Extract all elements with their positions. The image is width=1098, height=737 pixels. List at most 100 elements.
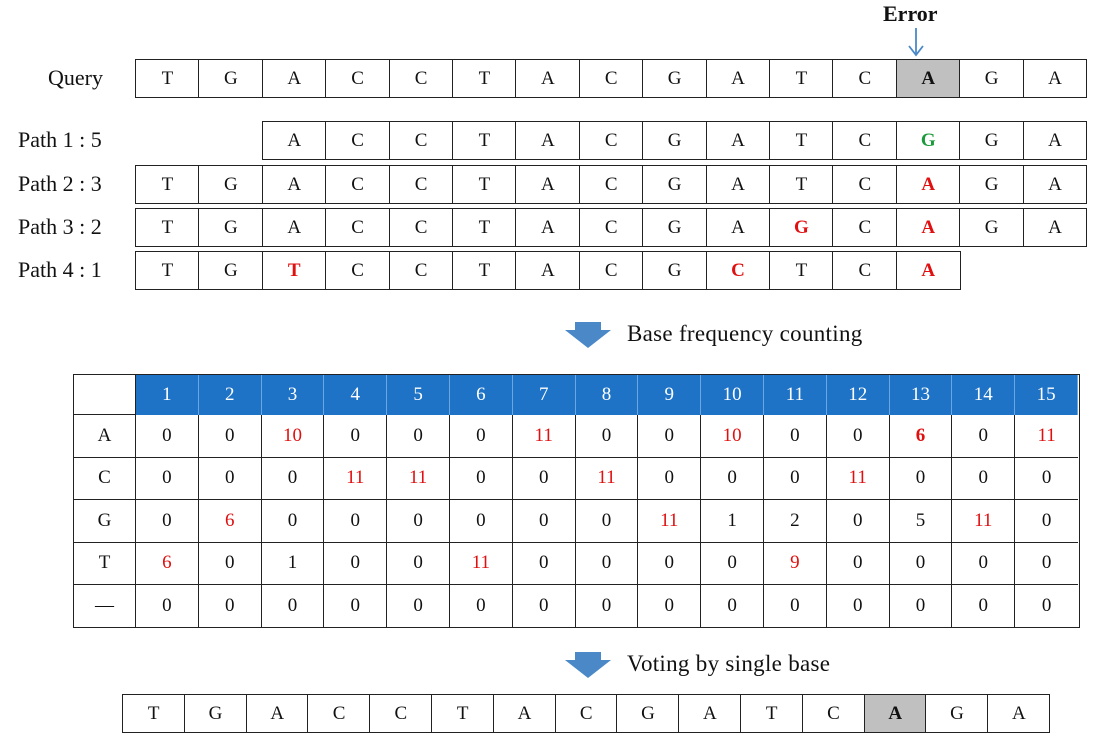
table-cell: 0 (324, 542, 388, 585)
table-cell: 10 (261, 415, 325, 458)
path-base-cell: G (895, 121, 961, 160)
query-label: Query (48, 65, 103, 90)
query-base-cell: C (388, 59, 454, 98)
table-header-cell: 6 (450, 375, 513, 415)
path-base-cell: C (578, 251, 644, 290)
table-row-header: G (74, 500, 136, 543)
result-base-cell: A (987, 694, 1051, 733)
table-header-cell: 7 (512, 375, 576, 415)
table-cell: 0 (889, 542, 953, 585)
table-cell: 0 (638, 542, 702, 585)
table-cell: 0 (764, 415, 827, 458)
query-base-cell: A (1022, 59, 1088, 98)
table-row-header: T (74, 542, 136, 585)
table-cell: 0 (701, 457, 764, 500)
table-cell: 6 (198, 500, 262, 543)
table-row-header: A (74, 415, 136, 458)
path-base-cell: A (1022, 121, 1088, 160)
path-base-cell: T (135, 208, 200, 247)
table-cell: 0 (199, 585, 262, 628)
table-cell: 0 (827, 585, 890, 628)
down-arrow-icon (565, 322, 611, 348)
path-base-cell: A (261, 165, 327, 204)
table-cell: 0 (890, 585, 953, 628)
result-base-cell: A (678, 694, 742, 733)
path-base-cell: T (135, 251, 200, 290)
table-cell: 0 (136, 500, 199, 543)
table-header-cell: 4 (324, 375, 388, 415)
step-voting: Voting by single base (563, 648, 830, 680)
path-base-cell: C (388, 251, 454, 290)
path-base-cell: T (769, 251, 834, 290)
table-header-cell: 12 (826, 375, 890, 415)
table-cell: 0 (261, 500, 325, 543)
table-cell: 0 (575, 500, 639, 543)
path-base-cell: C (705, 251, 771, 290)
query-base-cell: A (895, 59, 961, 98)
path-base-cell: A (895, 251, 961, 290)
table-header-cell: 11 (764, 375, 827, 415)
path-base-cell: C (832, 208, 898, 247)
result-base-cell: C (554, 694, 618, 733)
path-base-cell: A (705, 165, 771, 204)
table-cell: 0 (450, 457, 513, 500)
table-cell: 11 (324, 457, 388, 500)
step-label: Voting by single base (627, 651, 831, 676)
table-cell: 1 (701, 500, 764, 543)
result-base-cell: C (369, 694, 433, 733)
result-base-cell: A (492, 694, 557, 733)
error-label: Error (883, 1, 938, 26)
table-cell: 0 (387, 585, 450, 628)
table-cell: 0 (450, 415, 513, 458)
path-base-cell: G (959, 208, 1025, 247)
table-cell: 11 (638, 500, 702, 543)
table-cell: 11 (1015, 415, 1078, 458)
path-base-cell: A (515, 165, 581, 204)
table-cell: 11 (512, 415, 576, 458)
result-base-cell: T (431, 694, 495, 733)
path-base-cell: A (515, 208, 581, 247)
path-base-cell: T (452, 251, 517, 290)
table-cell: 0 (701, 585, 764, 628)
path-base-cell: T (769, 165, 834, 204)
table-header-cell: 2 (198, 375, 262, 415)
path-base-cell: T (452, 165, 517, 204)
query-base-cell: G (959, 59, 1025, 98)
table-cell: 11 (952, 500, 1016, 543)
table-cell: 10 (701, 415, 764, 458)
query-base-cell: T (452, 59, 517, 98)
table-header-cell: 5 (387, 375, 450, 415)
path-label: Path 2 : 3 (18, 171, 102, 196)
table-cell: 0 (952, 585, 1016, 628)
table-cell: 0 (826, 500, 890, 543)
table-corner-cell (74, 375, 136, 415)
table-cell: 0 (198, 542, 262, 585)
path-base-cell: C (832, 121, 898, 160)
query-base-cell: T (135, 59, 200, 98)
path-base-cell: G (959, 121, 1025, 160)
table-header-cell: 10 (701, 375, 764, 415)
query-base-cell: G (642, 59, 708, 98)
down-arrow-icon (565, 652, 611, 678)
path-base-cell: A (261, 121, 327, 160)
table-cell: 9 (764, 542, 827, 585)
table-cell: 0 (450, 585, 513, 628)
path-base-cell: G (642, 165, 708, 204)
table-cell: 11 (575, 457, 639, 500)
table-cell: 0 (513, 585, 576, 628)
path-base-cell: A (515, 121, 581, 160)
query-base-cell: A (261, 59, 327, 98)
step-label: Base frequency counting (627, 321, 863, 346)
result-base-cell: G (183, 694, 248, 733)
path-base-cell: G (198, 208, 264, 247)
table-cell: 0 (324, 415, 388, 458)
table-cell: 0 (136, 457, 199, 500)
path-base-cell: C (388, 165, 454, 204)
table-header-cell: 3 (261, 375, 325, 415)
path-base-cell: A (1022, 208, 1088, 247)
query-base-cell: T (769, 59, 834, 98)
table-cell: 0 (952, 457, 1016, 500)
table-cell: 0 (638, 585, 702, 628)
result-base-cell: C (307, 694, 371, 733)
path-base-cell: C (325, 208, 391, 247)
